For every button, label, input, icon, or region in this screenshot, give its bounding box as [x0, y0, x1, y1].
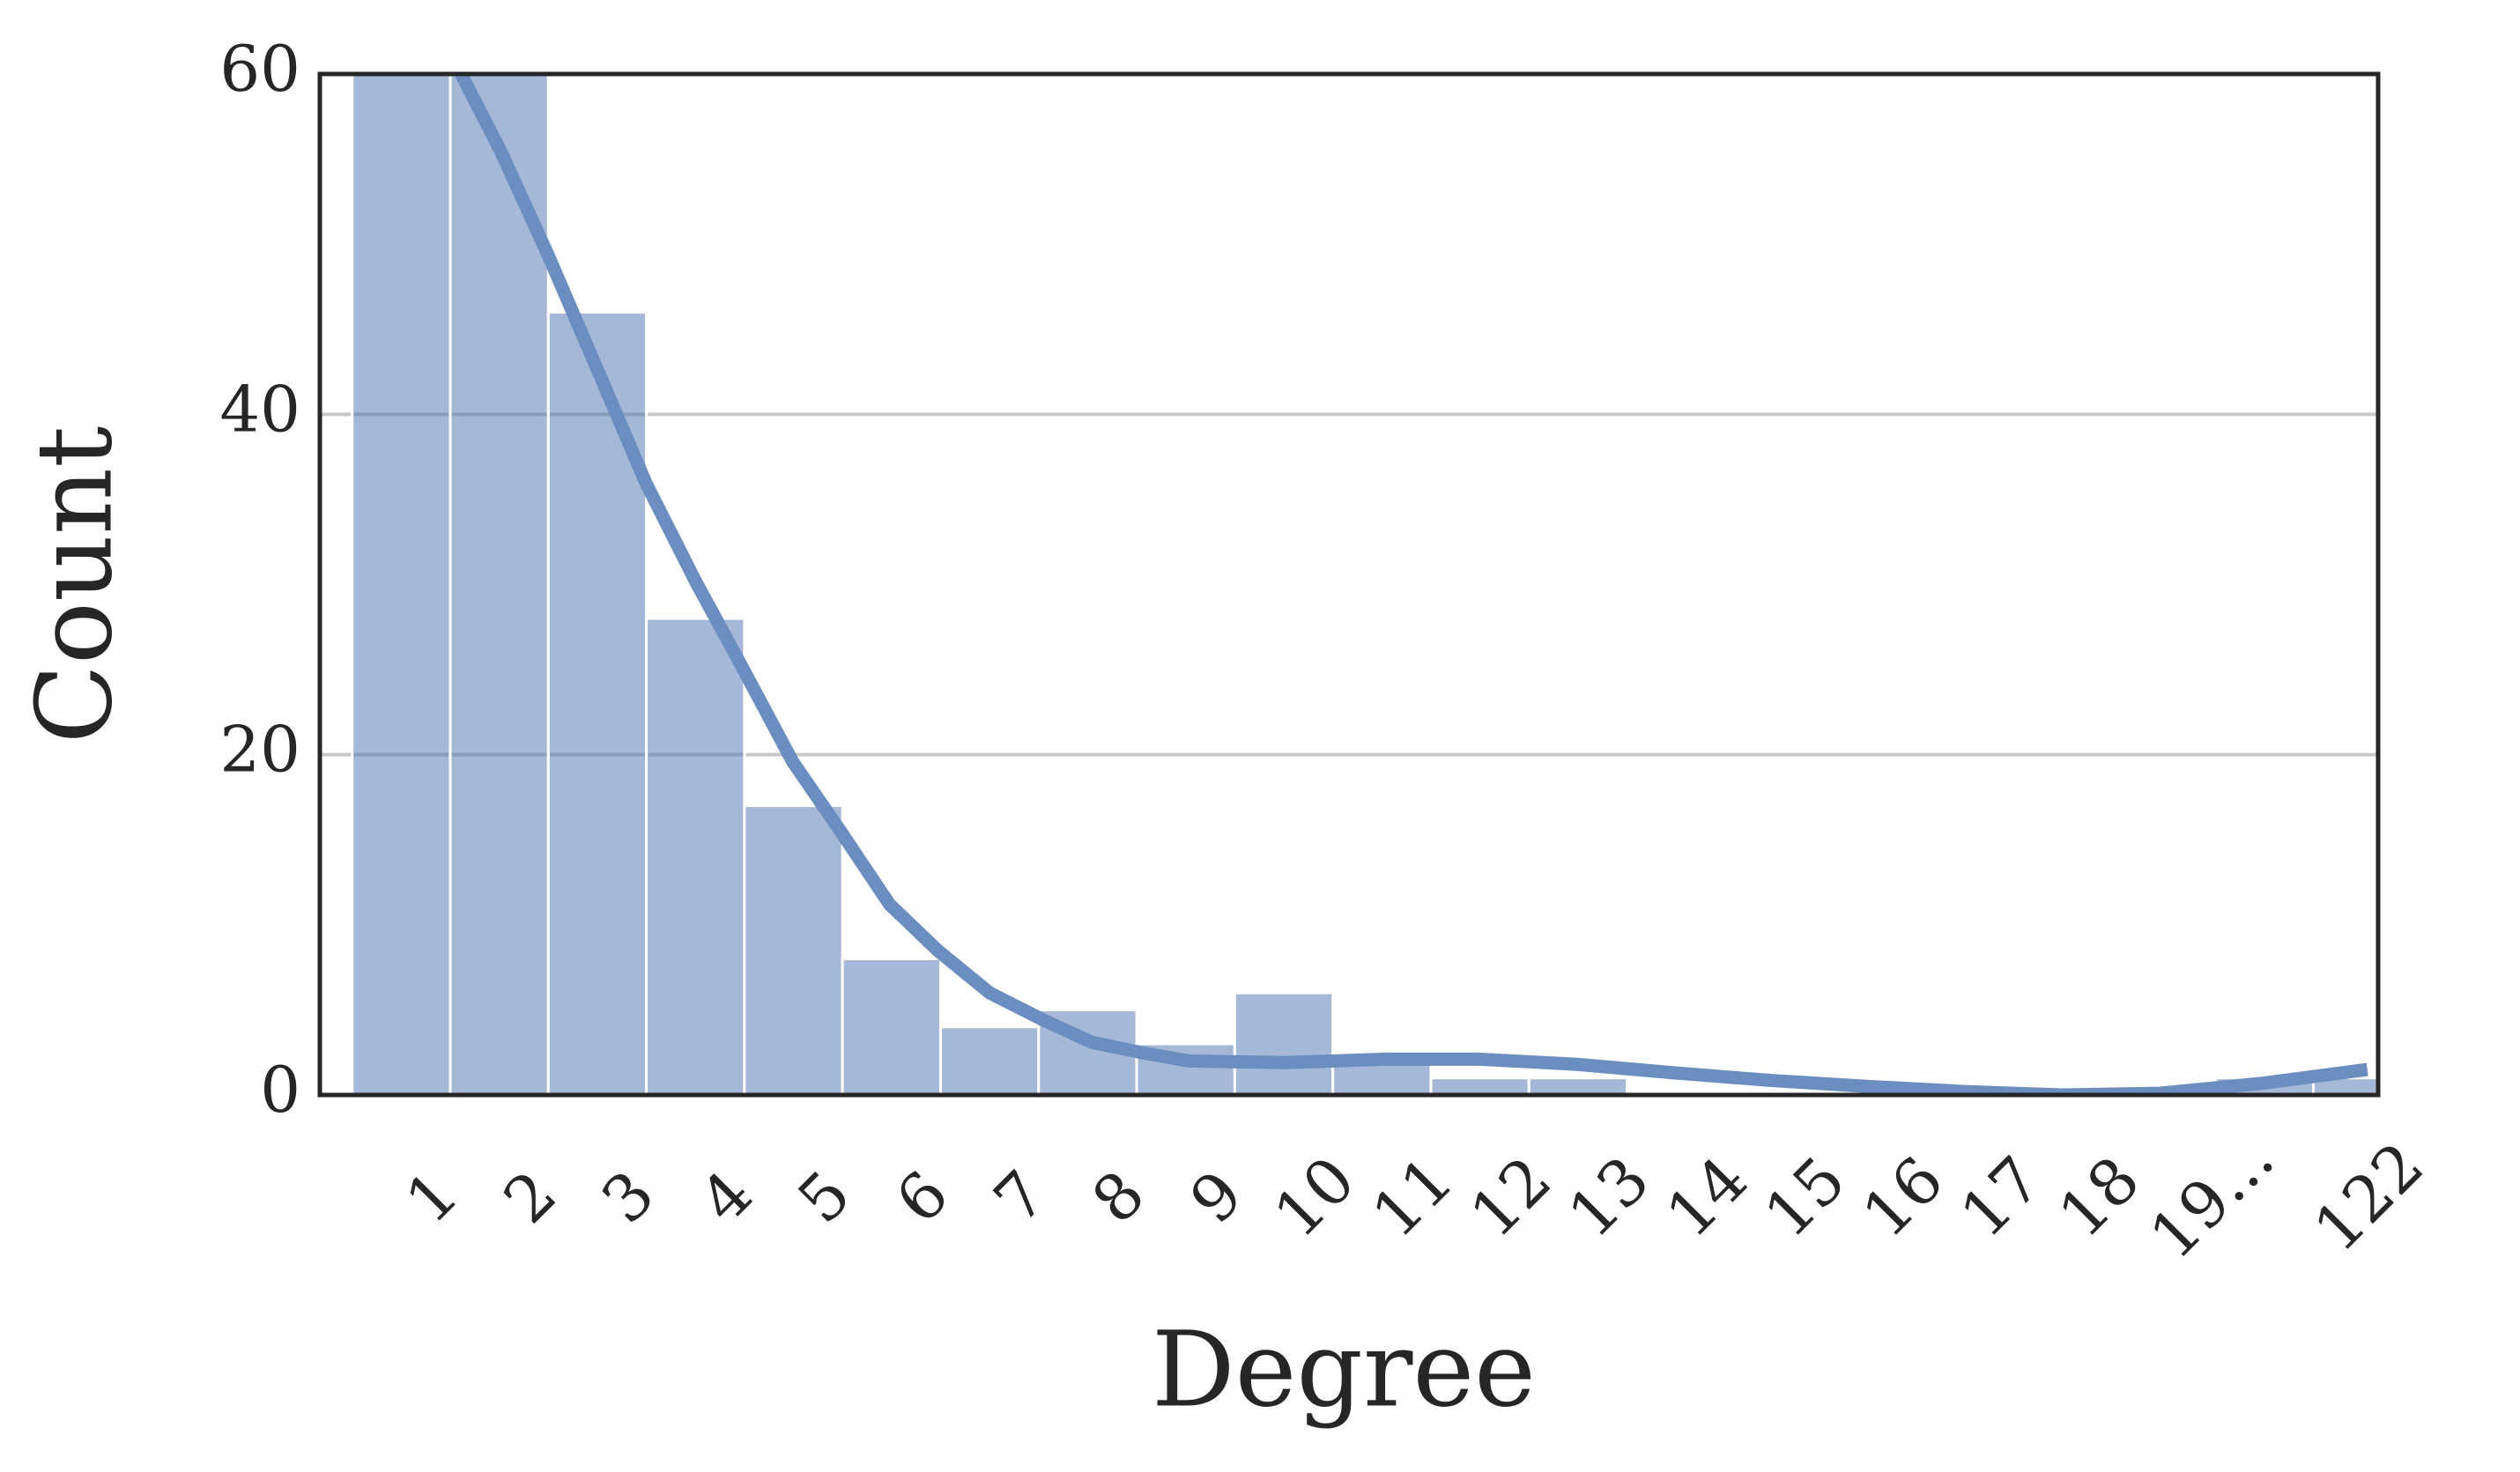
- x-tick-label: 13: [1553, 1143, 1663, 1252]
- x-tick-label: 8: [1078, 1157, 1159, 1238]
- x-tick-label: 3: [588, 1157, 669, 1238]
- x-tick-label: 7: [980, 1157, 1061, 1238]
- x-tick-label: 14: [1652, 1143, 1761, 1252]
- x-tick-label: 6: [882, 1157, 963, 1238]
- bar: [743, 804, 844, 1095]
- kde: [455, 74, 2368, 1095]
- x-tick-label: 9: [1176, 1157, 1257, 1238]
- x-tick-label: 17: [1946, 1143, 2056, 1252]
- bar: [1233, 991, 1335, 1095]
- y-tick-label: 40: [219, 372, 300, 446]
- x-tick-label: 1: [391, 1157, 472, 1238]
- x-tick-label: 11: [1358, 1143, 1467, 1252]
- y-tick-label: 20: [219, 713, 300, 787]
- x-tick-label: 19...: [2136, 1121, 2288, 1273]
- x-axis-label: Degree: [1152, 1309, 1536, 1431]
- bar: [645, 617, 746, 1095]
- x-tick-label: 4: [686, 1157, 767, 1238]
- y-axis-label: Count: [14, 426, 136, 744]
- x-tick-label: 5: [783, 1157, 864, 1238]
- x-tick-label: 16: [1848, 1143, 1957, 1252]
- bar: [1527, 1076, 1629, 1095]
- bar: [546, 310, 649, 1095]
- bar: [448, 74, 550, 1095]
- x-tick-label: 2: [489, 1157, 570, 1238]
- bar: [2312, 1076, 2378, 1095]
- x-tick-label: 12: [1456, 1143, 1565, 1252]
- bar: [841, 957, 942, 1095]
- bar: [938, 1025, 1041, 1095]
- plot-frame: [317, 71, 2381, 1098]
- bar: [351, 74, 452, 1095]
- x-tick-label: 122: [2300, 1128, 2438, 1266]
- x-tick-label: 15: [1750, 1143, 1859, 1252]
- kde-line: [455, 74, 2368, 1095]
- y-tick-label: 60: [219, 32, 300, 106]
- x-tick-label: 18: [2044, 1143, 2153, 1252]
- bars: [351, 74, 2378, 1095]
- bar: [1429, 1076, 1531, 1095]
- x-tick-label: 10: [1260, 1143, 1369, 1252]
- y-tick-label: 0: [260, 1053, 300, 1127]
